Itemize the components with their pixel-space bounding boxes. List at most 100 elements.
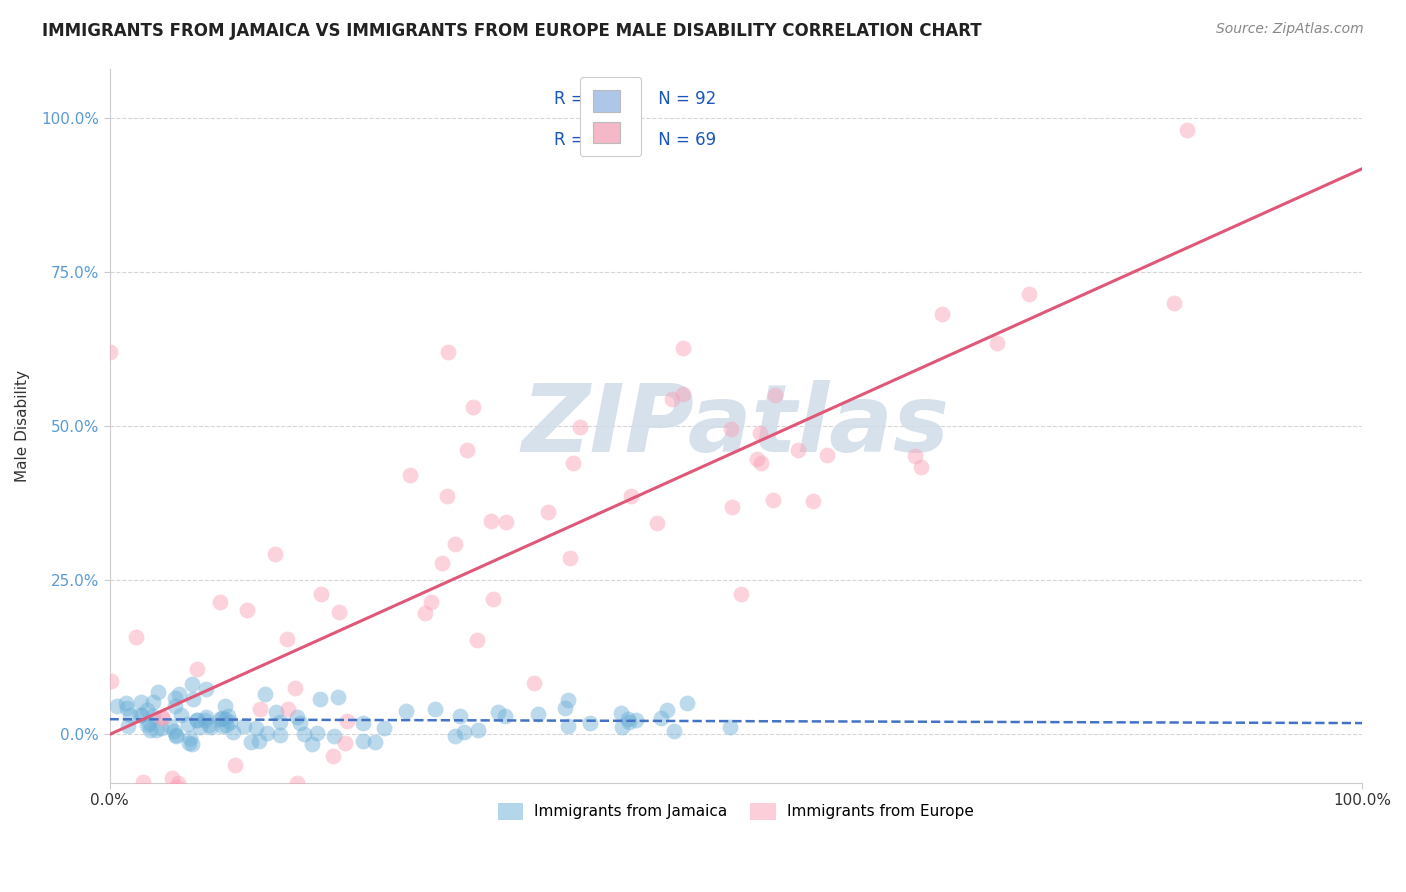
Point <box>186 713 208 727</box>
Point <box>655 703 678 717</box>
Point <box>129 708 152 723</box>
Point <box>186 662 208 676</box>
Point <box>208 712 231 726</box>
Point <box>284 681 307 695</box>
Point <box>645 516 668 530</box>
Point <box>394 704 416 718</box>
Point <box>188 721 211 735</box>
Point <box>336 714 359 729</box>
Point <box>456 442 478 457</box>
Point <box>557 719 579 733</box>
Point <box>166 780 188 794</box>
Point <box>211 719 233 733</box>
Point <box>561 456 583 470</box>
Point <box>467 723 489 737</box>
Point <box>214 717 236 731</box>
Point <box>162 771 184 785</box>
Point <box>444 537 467 551</box>
Point <box>170 708 193 723</box>
Point <box>720 422 742 436</box>
Point <box>617 715 640 730</box>
Point <box>803 493 825 508</box>
Point <box>461 401 484 415</box>
Point <box>672 387 695 401</box>
Point <box>115 701 138 715</box>
Point <box>173 791 195 805</box>
Text: R =  0.008   N = 92: R = 0.008 N = 92 <box>554 89 717 108</box>
Point <box>309 691 332 706</box>
Point <box>309 587 332 601</box>
Point <box>423 702 446 716</box>
Point <box>269 728 291 742</box>
Point <box>364 735 387 749</box>
Point <box>194 710 217 724</box>
Point <box>430 557 453 571</box>
Point <box>610 720 633 734</box>
Point <box>165 691 187 706</box>
Point <box>1163 295 1185 310</box>
Point <box>253 687 276 701</box>
Point <box>617 712 640 726</box>
Point <box>762 492 785 507</box>
Point <box>214 699 236 714</box>
Point <box>114 696 136 710</box>
Point <box>150 710 173 724</box>
Point <box>211 710 233 724</box>
Point <box>209 595 232 609</box>
Point <box>326 690 349 705</box>
Point <box>135 703 157 717</box>
Point <box>415 606 437 620</box>
Point <box>443 729 465 743</box>
Point <box>264 705 287 719</box>
Point <box>287 776 309 790</box>
Point <box>910 460 932 475</box>
Text: R =  0.675   N = 69: R = 0.675 N = 69 <box>554 131 716 149</box>
Point <box>620 489 643 503</box>
Point <box>352 734 374 748</box>
Point <box>420 595 443 609</box>
Point <box>269 714 291 729</box>
Point <box>200 720 222 734</box>
Point <box>763 388 786 402</box>
Point <box>301 737 323 751</box>
Point <box>153 819 176 833</box>
Point <box>100 673 122 688</box>
Point <box>233 718 256 732</box>
Point <box>138 716 160 731</box>
Point <box>214 712 236 726</box>
Point <box>131 708 153 723</box>
Point <box>1175 123 1198 137</box>
Point <box>98 344 121 359</box>
Point <box>328 605 350 619</box>
Point <box>676 696 699 710</box>
Point <box>165 728 187 742</box>
Point <box>129 695 152 709</box>
Point <box>198 717 221 731</box>
Point <box>194 682 217 697</box>
Point <box>537 505 560 519</box>
Point <box>527 706 550 721</box>
Point <box>276 632 298 646</box>
Point <box>256 726 278 740</box>
Point <box>569 420 592 434</box>
Point <box>662 723 685 738</box>
Point <box>745 452 768 467</box>
Point <box>288 716 311 731</box>
Point <box>672 341 695 355</box>
Point <box>305 726 328 740</box>
Point <box>749 425 772 440</box>
Point <box>186 713 208 727</box>
Point <box>120 708 142 723</box>
Point <box>436 344 458 359</box>
Point <box>578 716 600 731</box>
Point <box>494 709 516 723</box>
Point <box>718 720 741 734</box>
Y-axis label: Male Disability: Male Disability <box>15 370 30 482</box>
Point <box>815 448 838 462</box>
Point <box>125 630 148 644</box>
Point <box>217 708 239 723</box>
Point <box>609 706 631 720</box>
Point <box>523 676 546 690</box>
Point <box>650 710 672 724</box>
Point <box>132 775 155 789</box>
